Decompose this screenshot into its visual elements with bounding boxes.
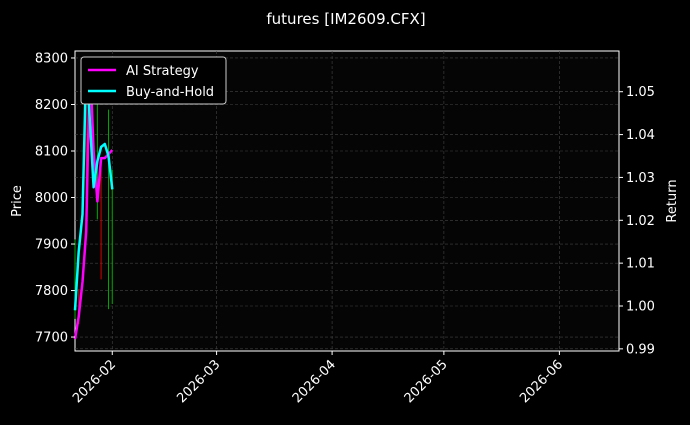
y-tick-label: 7900 — [35, 238, 68, 253]
y2-tick-label: 1.04 — [626, 128, 655, 143]
y2-axis-label: Return — [665, 179, 680, 222]
legend-label-buy-and-hold: Buy-and-Hold — [126, 85, 214, 100]
x-tick-label: 2026-03 — [174, 357, 223, 406]
series-line-ai-strategy — [73, 59, 114, 340]
y-axis-label: Price — [10, 185, 25, 217]
y2-tick-label: 1.00 — [626, 300, 655, 315]
y2-tick-label: 1.03 — [626, 171, 655, 186]
y-tick-label: 8000 — [35, 191, 68, 206]
legend: AI Strategy Buy-and-Hold — [80, 56, 227, 105]
y-tick-label: 8300 — [35, 51, 68, 66]
legend-label-ai-strategy: AI Strategy — [126, 64, 199, 79]
y-tick-label: 8100 — [35, 145, 68, 160]
y2-tick-label: 1.05 — [626, 85, 655, 100]
y2-tick-label: 1.02 — [626, 214, 655, 229]
x-tick-label: 2026-04 — [290, 357, 339, 406]
y2-tick-label: 0.99 — [626, 342, 655, 357]
series-line-buy-and-hold — [73, 62, 114, 311]
y2-tick-label: 1.01 — [626, 257, 655, 272]
x-tick-label: 2026-02 — [70, 357, 119, 406]
x-tick-label: 2026-05 — [402, 357, 451, 406]
x-tick-label: 2026-06 — [517, 357, 566, 406]
chart-title: futures [IM2609.CFX] — [266, 10, 425, 28]
y-tick-label: 7800 — [35, 284, 68, 299]
y-tick-label: 8200 — [35, 98, 68, 113]
y-tick-label: 7700 — [35, 331, 68, 346]
